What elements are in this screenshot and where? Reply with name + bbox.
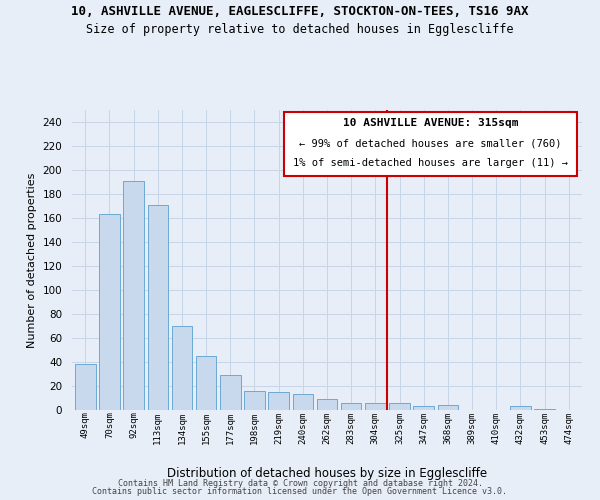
Bar bbox=[413, 406, 434, 410]
Y-axis label: Number of detached properties: Number of detached properties bbox=[27, 172, 37, 348]
Bar bbox=[172, 326, 192, 410]
Bar bbox=[389, 403, 410, 410]
Bar bbox=[148, 205, 168, 410]
Text: Distribution of detached houses by size in Egglescliffe: Distribution of detached houses by size … bbox=[167, 467, 487, 480]
Text: Contains HM Land Registry data © Crown copyright and database right 2024.: Contains HM Land Registry data © Crown c… bbox=[118, 478, 482, 488]
Bar bbox=[437, 405, 458, 410]
Bar bbox=[317, 399, 337, 410]
Bar bbox=[293, 394, 313, 410]
Text: ← 99% of detached houses are smaller (760): ← 99% of detached houses are smaller (76… bbox=[299, 138, 562, 148]
Bar bbox=[341, 403, 361, 410]
Text: 1% of semi-detached houses are larger (11) →: 1% of semi-detached houses are larger (1… bbox=[293, 158, 568, 168]
Bar bbox=[510, 406, 530, 410]
Text: Size of property relative to detached houses in Egglescliffe: Size of property relative to detached ho… bbox=[86, 22, 514, 36]
Bar bbox=[268, 392, 289, 410]
Bar bbox=[244, 391, 265, 410]
Bar bbox=[124, 181, 144, 410]
Text: 10, ASHVILLE AVENUE, EAGLESCLIFFE, STOCKTON-ON-TEES, TS16 9AX: 10, ASHVILLE AVENUE, EAGLESCLIFFE, STOCK… bbox=[71, 5, 529, 18]
Bar bbox=[365, 403, 386, 410]
Bar bbox=[220, 375, 241, 410]
Text: 10 ASHVILLE AVENUE: 315sqm: 10 ASHVILLE AVENUE: 315sqm bbox=[343, 118, 518, 128]
FancyBboxPatch shape bbox=[284, 112, 577, 176]
Bar bbox=[534, 409, 555, 410]
Text: Contains public sector information licensed under the Open Government Licence v3: Contains public sector information licen… bbox=[92, 487, 508, 496]
Bar bbox=[99, 214, 120, 410]
Bar bbox=[75, 364, 95, 410]
Bar bbox=[196, 356, 217, 410]
